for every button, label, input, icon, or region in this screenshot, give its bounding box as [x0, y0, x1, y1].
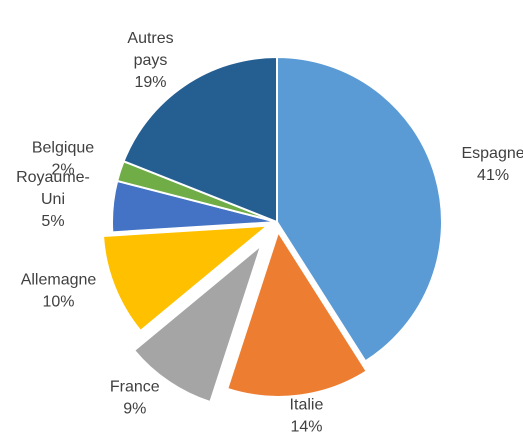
slice-value-label: 5%	[41, 213, 64, 230]
slice-value-label: 19%	[135, 74, 167, 91]
slice-value-label: 14%	[290, 418, 322, 432]
pie-slice	[132, 242, 264, 404]
label-line: Autres	[127, 30, 173, 47]
pie-slice	[226, 229, 369, 398]
slice-value-label: 10%	[42, 294, 74, 311]
slice-value-label: 2%	[51, 161, 74, 178]
slice-label: Belgique	[32, 139, 94, 156]
slice-label: France	[110, 378, 160, 395]
slice-value-label: 9%	[123, 400, 146, 417]
label-line: Italie	[290, 396, 324, 413]
pie-slice	[101, 224, 271, 333]
label-line: pays	[134, 52, 168, 69]
slice-label: Autres pays	[127, 30, 173, 69]
label-line: Belgique	[32, 139, 94, 156]
label-line: Uni	[41, 191, 65, 208]
label-line: Espagne	[461, 145, 523, 162]
label-line: France	[110, 378, 160, 395]
pie-slice	[276, 55, 443, 363]
slice-label: Espagne	[461, 145, 523, 162]
pie-slice	[122, 55, 278, 224]
slice-label: Allemagne	[21, 272, 97, 289]
label-line: Allemagne	[21, 272, 97, 289]
label-line: Royaume-	[16, 169, 90, 186]
slice-label: Royaume- Uni	[16, 169, 90, 208]
slice-value-label: 41%	[477, 167, 509, 184]
slice-label: Italie	[290, 396, 324, 413]
